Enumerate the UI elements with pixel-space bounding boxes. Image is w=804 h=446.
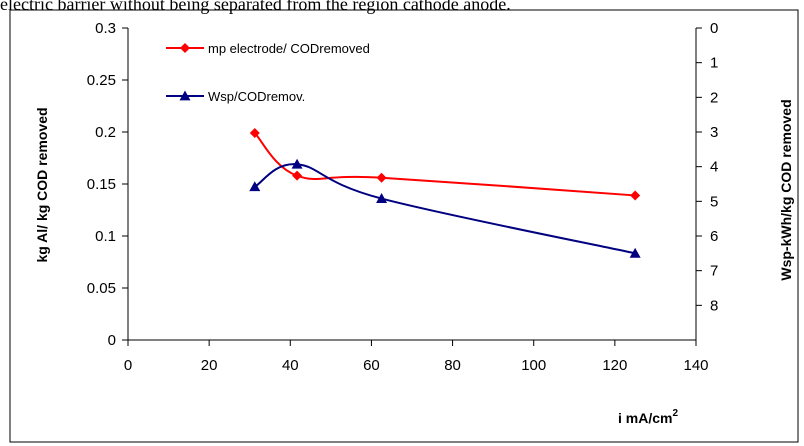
y-right-tick-label: 7 bbox=[710, 263, 718, 280]
x-axis-title-main: i mA/cm bbox=[618, 410, 672, 426]
y-left-tick-label: 0 bbox=[108, 332, 116, 349]
series-line-mp-electrode bbox=[254, 132, 636, 197]
y-left-tick-label: 0.25 bbox=[87, 72, 116, 89]
x-tick-label: 60 bbox=[363, 357, 380, 374]
y-right-tick-label: 1 bbox=[710, 55, 718, 72]
y-right-tick-label: 5 bbox=[710, 193, 718, 210]
x-tick-label: 0 bbox=[124, 357, 132, 374]
data-point-wsp bbox=[249, 181, 261, 192]
y-left-tick-label: 0.1 bbox=[95, 228, 116, 245]
x-tick-label: 100 bbox=[521, 357, 546, 374]
x-tick-label: 80 bbox=[444, 357, 461, 374]
data-point-mp-electrode bbox=[292, 170, 303, 181]
x-tick-label: 20 bbox=[201, 357, 218, 374]
legend-marker-wsp bbox=[179, 90, 191, 101]
y-left-tick-label: 0.15 bbox=[87, 176, 116, 193]
legend-marker-mp-electrode bbox=[180, 43, 190, 53]
data-point-mp-electrode bbox=[376, 172, 387, 183]
legend-label-mp-electrode: mp electrode/ CODremoved bbox=[208, 41, 370, 56]
chart-frame bbox=[9, 9, 799, 443]
y-right-tick-label: 4 bbox=[710, 159, 718, 176]
data-point-wsp bbox=[376, 193, 388, 203]
plot-area: 0 20 40 60 80 100 120 14000.050.10.150.20.250.3… bbox=[87, 20, 719, 374]
y-right-tick-label: 0 bbox=[710, 20, 718, 37]
x-axis-title-superscript: 2 bbox=[672, 408, 678, 419]
y-axis-left-title: kg Al/ kg COD removed bbox=[34, 107, 50, 262]
y-right-tick-label: 3 bbox=[710, 124, 718, 141]
x-tick-label: 40 bbox=[282, 357, 299, 374]
x-tick-label: 140 bbox=[683, 357, 708, 374]
data-point-mp-electrode bbox=[249, 128, 260, 139]
y-left-tick-label: 0.2 bbox=[95, 124, 116, 141]
data-point-mp-electrode bbox=[630, 190, 641, 201]
data-point-wsp bbox=[629, 247, 641, 258]
y-left-tick-label: 0.3 bbox=[95, 20, 116, 37]
y-right-tick-label: 6 bbox=[710, 228, 718, 245]
legend-label-wsp: Wsp/CODremov. bbox=[208, 89, 305, 104]
y-left-tick-label: 0.05 bbox=[87, 280, 116, 297]
series-line-wsp bbox=[254, 163, 636, 255]
data-point-wsp bbox=[291, 158, 303, 169]
y-right-tick-label: 2 bbox=[710, 89, 718, 106]
x-axis-title: i mA/cm2 bbox=[618, 408, 678, 426]
y-axis-right-title: Wsp-kWh/kg COD removed bbox=[778, 99, 794, 280]
y-right-tick-label: 8 bbox=[710, 297, 718, 314]
x-tick-label: 120 bbox=[602, 357, 627, 374]
